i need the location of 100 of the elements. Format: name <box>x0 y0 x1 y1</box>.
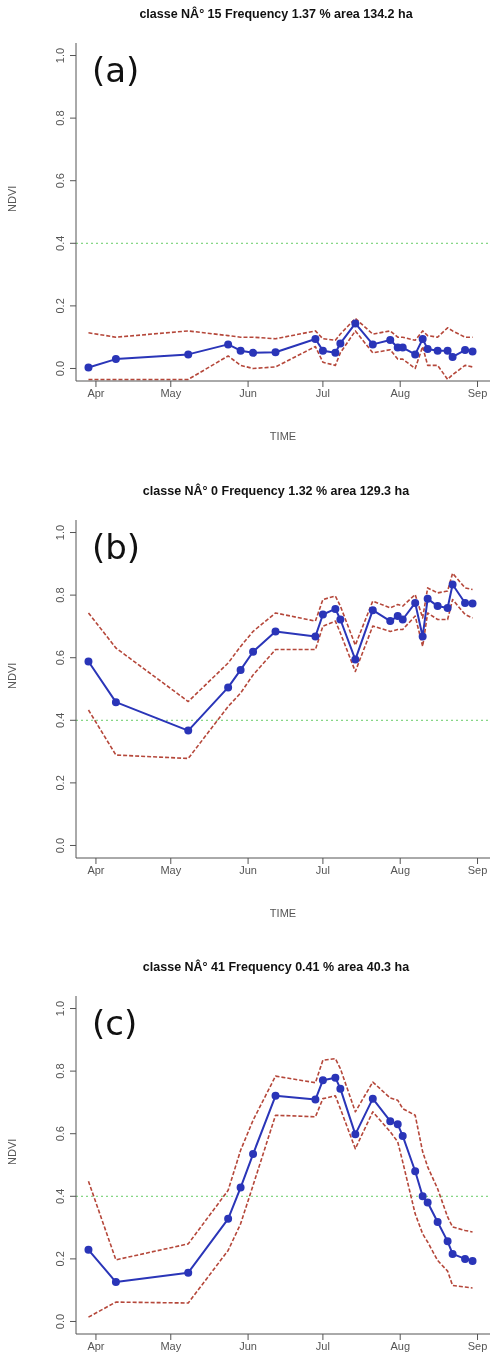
point <box>398 1131 407 1140</box>
point <box>84 363 93 372</box>
point <box>336 615 345 624</box>
line-series <box>87 598 474 760</box>
point <box>351 319 360 328</box>
point <box>368 340 377 349</box>
y-axis-title: NDVI <box>5 662 18 689</box>
point <box>461 598 470 607</box>
x-tick-label: May <box>160 863 182 876</box>
point <box>249 647 258 656</box>
point <box>336 1084 345 1093</box>
point <box>84 1245 93 1254</box>
x-tick-label: Jul <box>315 1339 330 1352</box>
point <box>418 632 427 641</box>
point <box>331 1073 340 1082</box>
point <box>411 1167 420 1176</box>
point <box>236 346 245 355</box>
point <box>184 726 193 735</box>
x-tick-label: Sep <box>467 1339 488 1352</box>
y-tick-label: 1.0 <box>54 47 66 64</box>
point <box>448 352 457 361</box>
point <box>418 335 427 344</box>
point <box>433 602 442 611</box>
y-tick-label: 0.6 <box>54 173 66 189</box>
y-tick-label: 0.6 <box>54 1126 66 1142</box>
point <box>318 346 327 355</box>
point <box>411 598 420 607</box>
point <box>184 1268 193 1277</box>
y-tick-label: 0.8 <box>54 110 66 126</box>
annotation: (c) <box>92 1003 138 1043</box>
x-tick-label: Aug <box>390 1339 411 1352</box>
y-tick-label: 0.2 <box>54 775 66 791</box>
x-tick-label: Apr <box>87 863 105 876</box>
y-tick-label: 0.8 <box>54 587 66 603</box>
point <box>336 339 345 348</box>
x-tick-label: Aug <box>390 386 411 399</box>
annotation: (a) <box>92 50 140 90</box>
point <box>111 1278 120 1287</box>
point <box>448 580 457 589</box>
y-tick-label: 0.6 <box>54 650 66 666</box>
point <box>468 1257 477 1266</box>
point <box>423 594 432 603</box>
point <box>318 1076 327 1085</box>
x-tick-label: May <box>160 1339 182 1352</box>
point <box>386 1117 395 1126</box>
chart-title: classe NÂ° 41 Frequency 0.41 % area 40.3 ha <box>141 958 411 976</box>
point <box>351 1130 360 1139</box>
chart-title: classe NÂ° 0 Frequency 1.32 % area 129.3 ha <box>141 482 411 500</box>
x-tick-label: Sep <box>467 863 488 876</box>
point <box>423 1198 432 1207</box>
x-axis-title: TIME <box>269 430 297 442</box>
point <box>311 1095 320 1104</box>
x-tick-label: Aug <box>390 863 411 876</box>
annotation: (b) <box>92 527 141 567</box>
x-tick-label: Jun <box>239 386 257 399</box>
point <box>448 1249 457 1258</box>
point <box>443 346 452 355</box>
y-tick-label: 0.4 <box>54 712 66 728</box>
point <box>249 1150 258 1159</box>
point <box>393 1120 402 1129</box>
point <box>111 355 120 364</box>
point <box>386 336 395 344</box>
x-tick-label: May <box>160 386 182 399</box>
point <box>433 1217 442 1226</box>
y-tick-label: 1.0 <box>54 524 66 541</box>
line-series <box>87 330 474 381</box>
point <box>368 1094 377 1103</box>
point <box>418 1192 427 1201</box>
point <box>443 1237 452 1246</box>
y-tick-label: 0.0 <box>54 837 66 854</box>
x-tick-label: Jul <box>315 386 330 399</box>
point <box>331 604 340 613</box>
x-tick-label: Sep <box>467 386 488 399</box>
x-tick-label: Jun <box>239 863 257 876</box>
y-tick-label: 0.2 <box>54 1251 66 1267</box>
x-tick-label: Jun <box>239 1339 257 1352</box>
point <box>224 340 233 349</box>
line-series <box>87 1057 474 1261</box>
line-series <box>87 572 474 703</box>
point <box>236 665 245 674</box>
y-axis-title: NDVI <box>5 185 18 212</box>
point <box>433 346 442 355</box>
point <box>311 335 320 344</box>
y-tick-label: 1.0 <box>54 1000 66 1017</box>
point <box>224 1214 233 1223</box>
point <box>351 655 360 664</box>
x-tick-label: Apr <box>87 386 105 399</box>
y-tick-label: 0.2 <box>54 298 66 314</box>
point <box>84 657 93 666</box>
line-series <box>87 1095 474 1318</box>
point <box>423 345 432 354</box>
point <box>386 617 395 626</box>
point <box>184 350 193 359</box>
y-tick-label: 0.0 <box>54 1313 66 1330</box>
y-tick-label: 0.4 <box>54 235 66 251</box>
x-tick-label: Apr <box>87 1339 105 1352</box>
point <box>398 615 407 624</box>
point <box>461 346 470 355</box>
point <box>318 610 327 619</box>
y-axis-title: NDVI <box>5 1138 18 1165</box>
